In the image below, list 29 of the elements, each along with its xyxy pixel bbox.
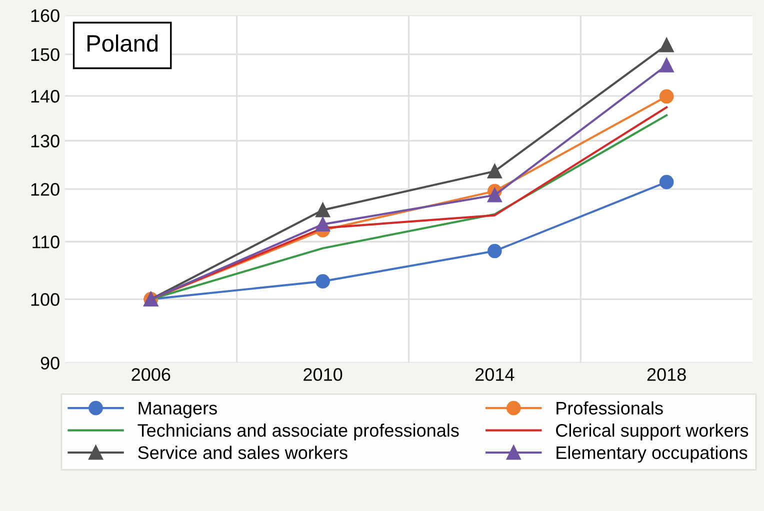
point xyxy=(488,244,502,258)
point xyxy=(316,202,330,218)
y-tick-label: 160 xyxy=(31,9,60,22)
legend-label: Clerical support workers xyxy=(556,424,748,440)
point xyxy=(488,164,502,178)
text: Poland xyxy=(88,34,158,52)
legend-label: Managers xyxy=(138,402,217,418)
point xyxy=(659,58,674,72)
y-tick-label: 130 xyxy=(31,134,60,148)
y-tick-label: 110 xyxy=(32,236,60,248)
x-tick-label: 2010 xyxy=(304,368,342,381)
point xyxy=(316,274,330,288)
point xyxy=(659,38,674,52)
x-tick-label: 2006 xyxy=(132,368,170,381)
legend-label: Professionals xyxy=(556,401,663,415)
legend-label: Elementary occupations xyxy=(556,446,748,463)
legend-label: Technicians and associate professionals xyxy=(138,424,459,440)
x-tick-label: 2018 xyxy=(647,368,686,381)
point xyxy=(488,188,502,202)
point xyxy=(659,174,674,190)
y-tick-label: 100 xyxy=(31,293,60,306)
y-tick-label: 90 xyxy=(40,356,60,370)
y-tick-label: 140 xyxy=(31,90,60,103)
legend-label: Service and sales workers xyxy=(138,446,348,460)
point xyxy=(659,89,674,104)
y-tick-label: 120 xyxy=(31,183,60,196)
point xyxy=(316,217,330,232)
x-tick-label: 2014 xyxy=(476,368,514,381)
y-tick-label: 150 xyxy=(31,48,60,62)
